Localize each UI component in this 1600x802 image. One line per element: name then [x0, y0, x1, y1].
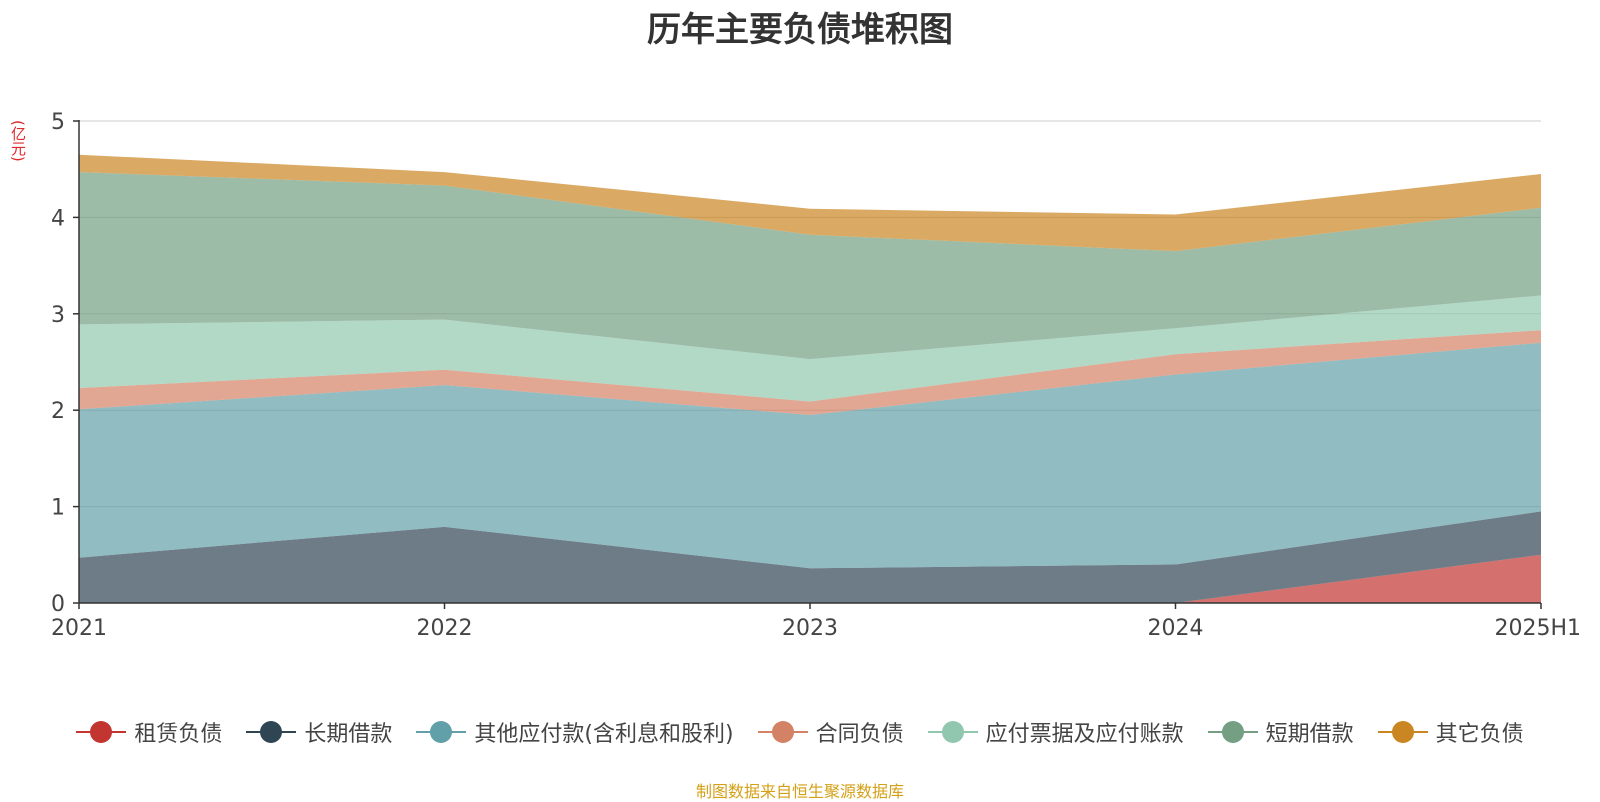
- legend-marker-icon: [927, 720, 978, 744]
- legend-label: 应付票据及应付账款: [985, 722, 1184, 747]
- y-axis-unit-label: (亿元): [9, 120, 27, 162]
- y-tick-label: 2: [51, 399, 65, 424]
- legend-marker-icon: [1377, 720, 1428, 744]
- area-series-5: [79, 172, 1541, 360]
- y-tick-label: 0: [51, 592, 65, 617]
- y-tick-label: 3: [51, 303, 65, 328]
- legend-item[interactable]: 合同负债: [757, 716, 904, 748]
- legend-marker-icon: [416, 720, 467, 744]
- legend-marker-icon: [1207, 720, 1258, 744]
- legend-marker-icon: [757, 720, 808, 744]
- legend-item[interactable]: 长期借款: [246, 716, 392, 748]
- area-series-0: [79, 554, 1541, 603]
- chart-legend: 租赁负债 长期借款 其他应付款(含利息和股利) 合同负债 应付票据及应付账款 短期借款 其它…: [0, 716, 1600, 748]
- legend-label: 租赁负债: [134, 722, 223, 747]
- data-source-note: 制图数据来自恒生聚源数据库: [695, 782, 904, 801]
- legend-item[interactable]: 短期借款: [1207, 716, 1354, 748]
- chart-title: 历年主要负债堆积图: [647, 10, 953, 50]
- y-tick-label: 4: [51, 206, 65, 231]
- y-tick-label: 5: [51, 110, 65, 135]
- legend-label: 合同负债: [815, 722, 904, 747]
- legend-marker-icon: [76, 720, 127, 744]
- legend-item[interactable]: 应付票据及应付账款: [927, 716, 1184, 748]
- legend-label: 短期借款: [1265, 722, 1354, 747]
- x-tick-label: 2025H1: [1494, 616, 1581, 641]
- area-series-6: [79, 154, 1541, 252]
- legend-item[interactable]: 其它负债: [1377, 716, 1524, 748]
- legend-label: 长期借款: [304, 722, 393, 747]
- legend-item[interactable]: 租赁负债: [76, 716, 222, 748]
- stacked-area-chart: 0 1 2 3 4 5 2021 2022 2023 2024 2025H1: [51, 110, 1581, 641]
- legend-marker-icon: [246, 720, 297, 744]
- area-series-4: [79, 295, 1541, 402]
- legend-label: 其它负债: [1435, 722, 1524, 747]
- area-series-2: [79, 342, 1541, 569]
- legend-item[interactable]: 其他应付款(含利息和股利): [416, 716, 734, 748]
- x-tick-label: 2021: [51, 616, 107, 641]
- area-series-1: [79, 511, 1541, 603]
- x-tick-label: 2023: [782, 616, 838, 641]
- legend-label: 其他应付款(含利息和股利): [474, 722, 734, 747]
- x-tick-label: 2024: [1148, 616, 1204, 641]
- y-tick-label: 1: [51, 496, 65, 521]
- x-tick-label: 2022: [417, 616, 473, 641]
